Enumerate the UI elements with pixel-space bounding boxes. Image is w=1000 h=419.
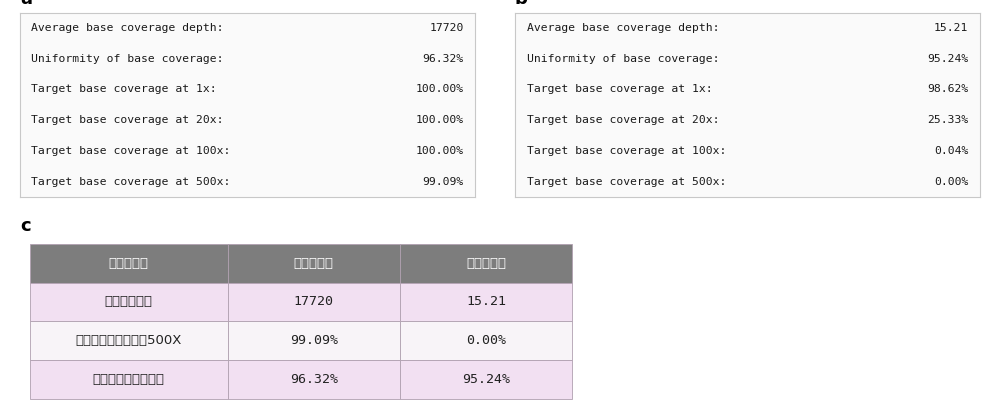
- Text: 99.09%: 99.09%: [290, 334, 338, 347]
- Bar: [228, 321, 400, 360]
- Text: Target base coverage at 20x:: Target base coverage at 20x:: [31, 115, 224, 125]
- Text: Target base coverage at 1x:: Target base coverage at 1x:: [31, 84, 217, 94]
- Text: Target base coverage at 100x:: Target base coverage at 100x:: [31, 146, 231, 156]
- Bar: [30, 244, 228, 282]
- Bar: [400, 244, 572, 282]
- Bar: [400, 282, 572, 321]
- Text: 煅基覆盖度的均一性: 煅基覆盖度的均一性: [93, 373, 165, 386]
- Text: 100.00%: 100.00%: [416, 115, 464, 125]
- Bar: [400, 360, 572, 399]
- Text: 目标煅基覆盖度达到500X: 目标煅基覆盖度达到500X: [75, 334, 182, 347]
- Text: 0.00%: 0.00%: [466, 334, 506, 347]
- Bar: [400, 321, 572, 360]
- Text: 对照例方法: 对照例方法: [466, 256, 506, 270]
- Bar: [30, 360, 228, 399]
- Text: Uniformity of base coverage:: Uniformity of base coverage:: [527, 54, 719, 64]
- Text: Target base coverage at 500x:: Target base coverage at 500x:: [31, 176, 231, 186]
- Text: 98.62%: 98.62%: [927, 84, 968, 94]
- Text: 25.33%: 25.33%: [927, 115, 968, 125]
- Bar: [228, 360, 400, 399]
- Text: 实施例方法: 实施例方法: [294, 256, 334, 270]
- Text: Uniformity of base coverage:: Uniformity of base coverage:: [31, 54, 224, 64]
- Text: 96.32%: 96.32%: [422, 54, 464, 64]
- Text: Target base coverage at 1x:: Target base coverage at 1x:: [527, 84, 712, 94]
- Text: Average base coverage depth:: Average base coverage depth:: [31, 23, 224, 33]
- Bar: [30, 321, 228, 360]
- Text: b: b: [515, 0, 528, 8]
- Text: Target base coverage at 500x:: Target base coverage at 500x:: [527, 176, 726, 186]
- Text: 覆盖度分析: 覆盖度分析: [109, 256, 149, 270]
- Text: 0.00%: 0.00%: [934, 176, 968, 186]
- Text: 99.09%: 99.09%: [422, 176, 464, 186]
- Text: 15.21: 15.21: [466, 295, 506, 308]
- Text: 17720: 17720: [294, 295, 334, 308]
- Text: 平均覆盖深度: 平均覆盖深度: [105, 295, 153, 308]
- Text: 100.00%: 100.00%: [416, 84, 464, 94]
- Text: Target base coverage at 100x:: Target base coverage at 100x:: [527, 146, 726, 156]
- Text: Target base coverage at 20x:: Target base coverage at 20x:: [527, 115, 719, 125]
- Text: 96.32%: 96.32%: [290, 373, 338, 386]
- Text: 100.00%: 100.00%: [416, 146, 464, 156]
- Text: 95.24%: 95.24%: [927, 54, 968, 64]
- Bar: [228, 282, 400, 321]
- Text: a: a: [20, 0, 32, 8]
- Text: 0.04%: 0.04%: [934, 146, 968, 156]
- Text: Average base coverage depth:: Average base coverage depth:: [527, 23, 719, 33]
- Text: 17720: 17720: [429, 23, 464, 33]
- Text: c: c: [20, 217, 31, 235]
- Bar: [228, 244, 400, 282]
- Bar: [30, 282, 228, 321]
- Text: 15.21: 15.21: [934, 23, 968, 33]
- Text: 95.24%: 95.24%: [462, 373, 510, 386]
